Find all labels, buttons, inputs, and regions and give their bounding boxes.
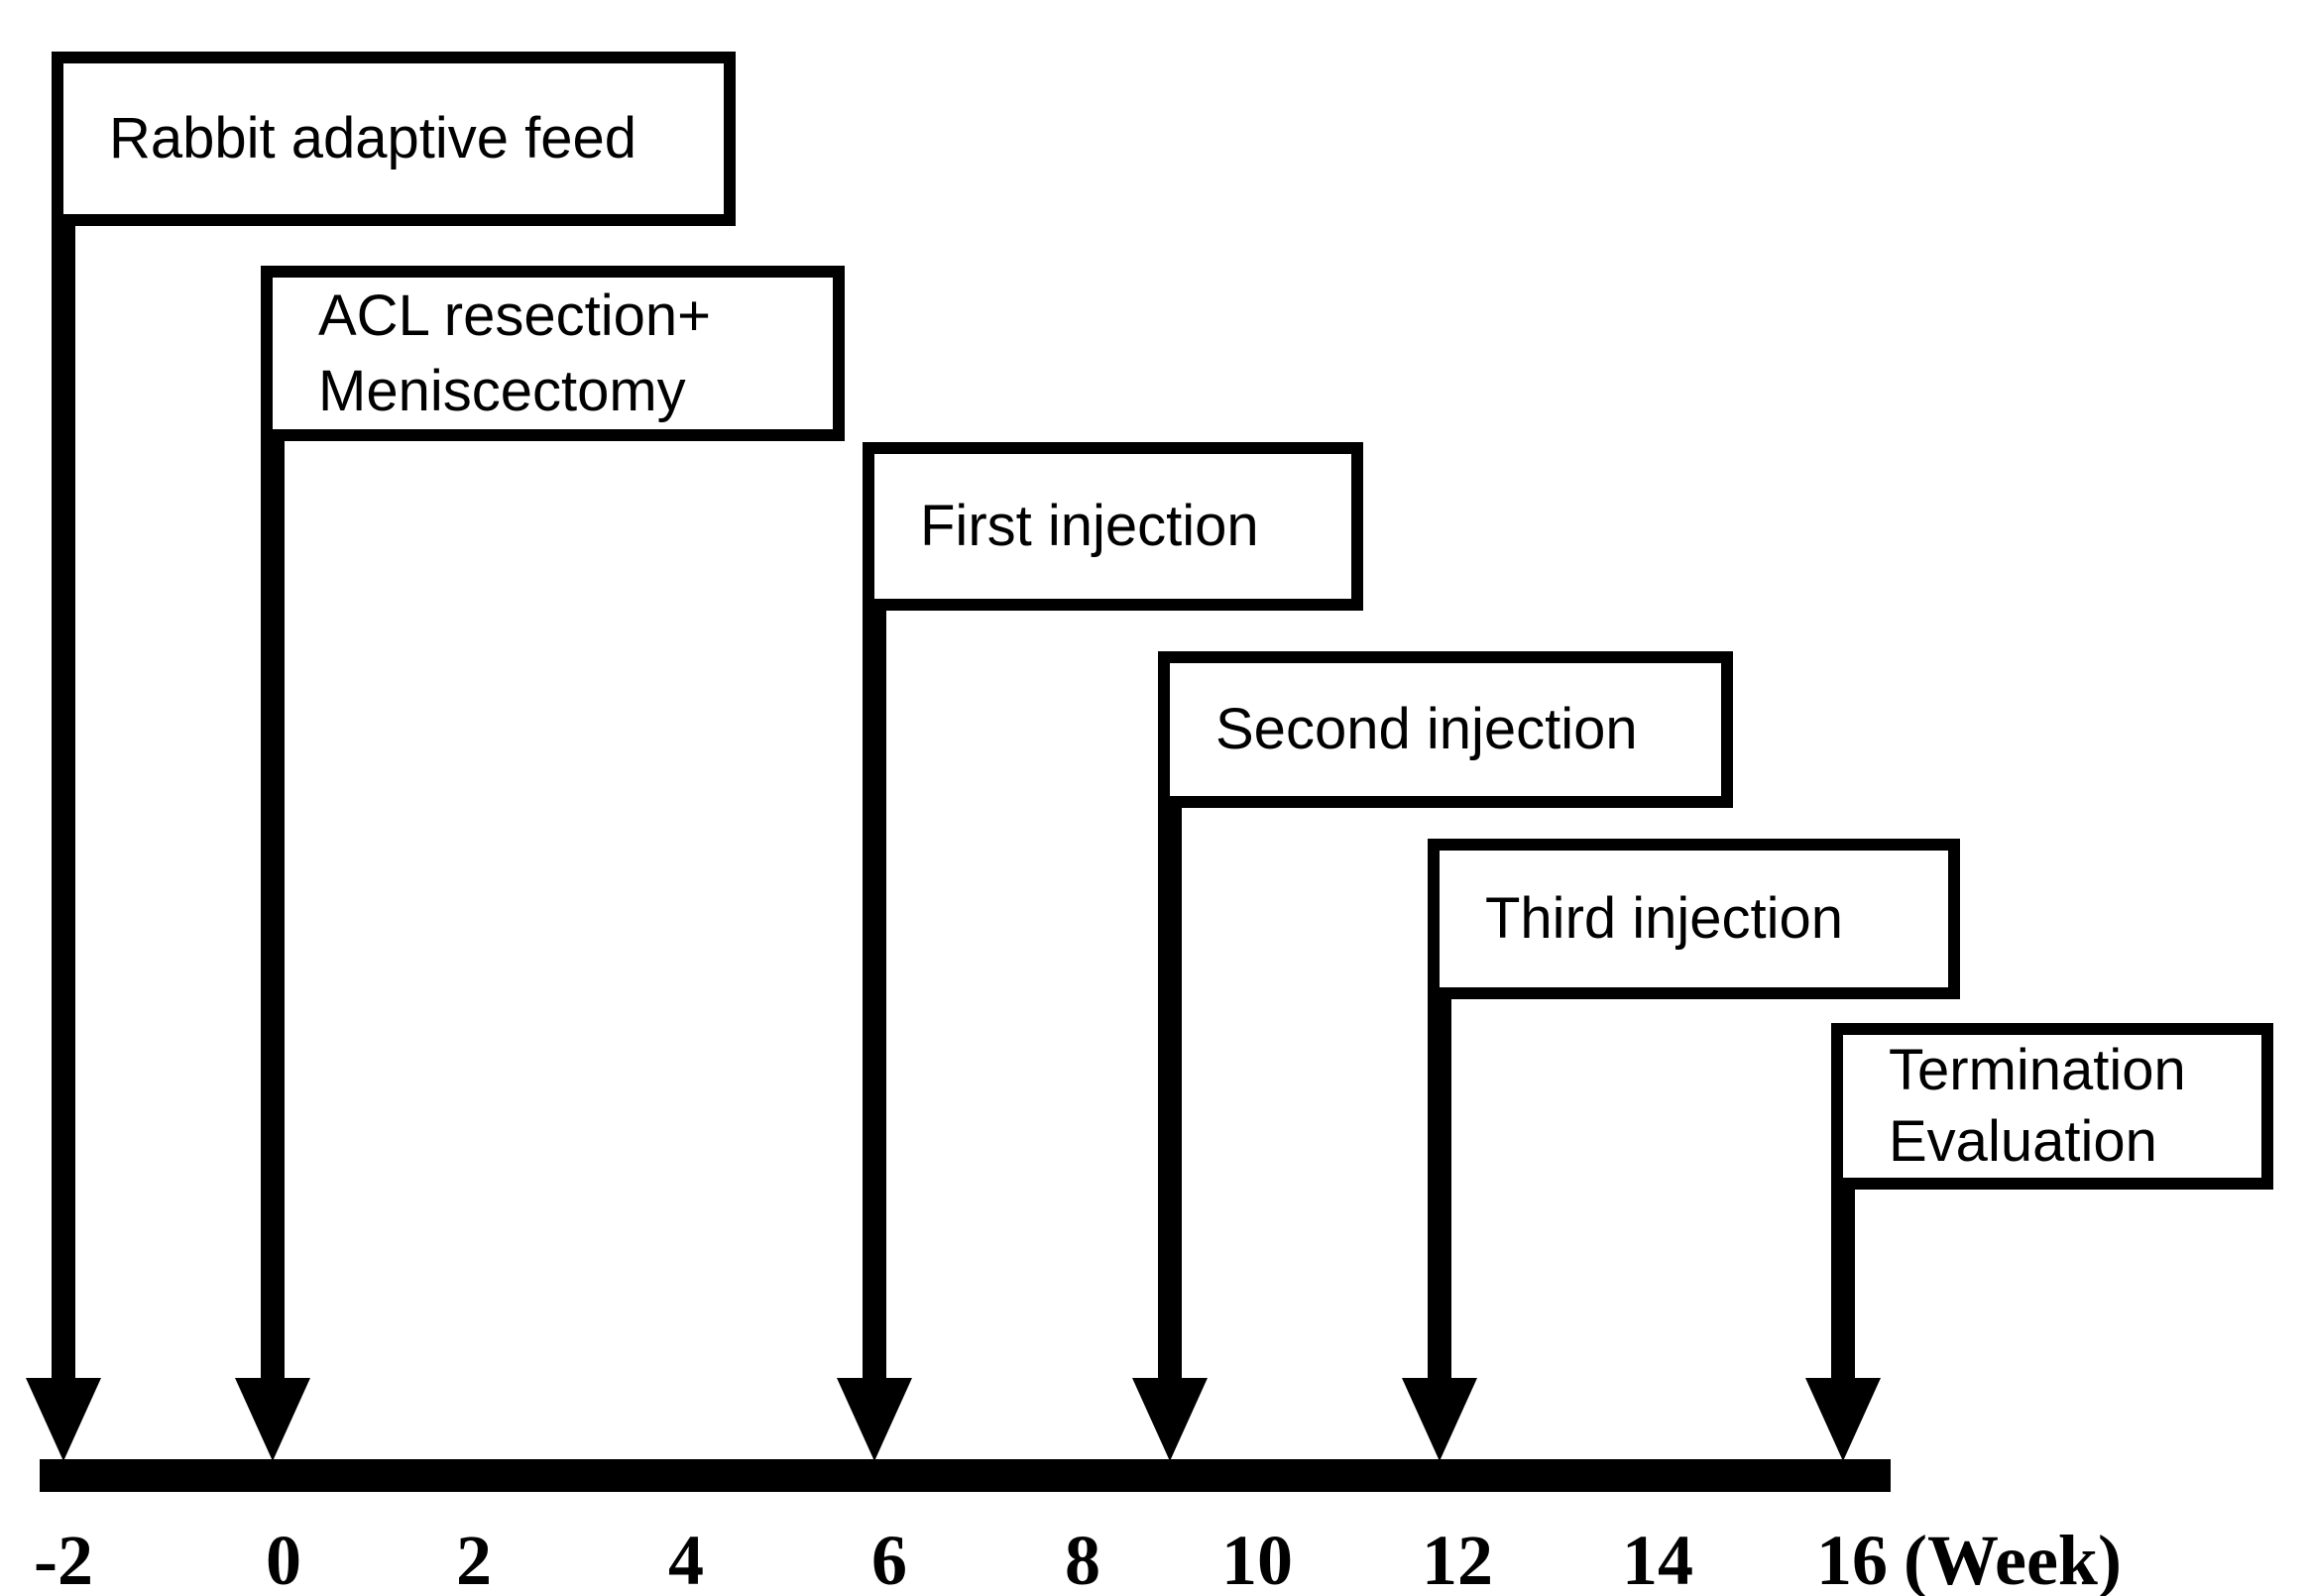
timeline-bar [40,1459,1891,1492]
axis-unit-label: (Week) [1904,1521,2122,1596]
axis-tick-label: 12 [1422,1521,1493,1596]
event-box-termination-evaluation: Termination Evaluation [1831,1023,2273,1190]
event-box-first-injection: First injection [863,442,1363,611]
event-box-acl-resection-meniscectomy: ACL resection+ Meniscectomy [261,266,845,441]
arrowhead-icon [1402,1378,1477,1461]
event-box-second-injection: Second injection [1158,651,1733,808]
arrow-shaft-week-6 [863,603,886,1400]
event-label: Meniscectomy [318,358,686,423]
axis-tick-label: 8 [1065,1521,1100,1596]
arrowhead-icon [1805,1378,1881,1461]
axis-tick-label: 6 [871,1521,907,1596]
event-label: ACL resection+ [318,283,712,348]
event-label: Rabbit adaptive feed [109,106,637,171]
arrowhead-icon [1132,1378,1208,1461]
arrow-shaft-week-9 [1158,801,1182,1400]
event-label: First injection [920,494,1259,558]
event-box-rabbit-adaptive-feed: Rabbit adaptive feed [52,52,736,226]
arrowhead-icon [235,1378,310,1461]
arrow-shaft-week-12 [1428,991,1451,1400]
axis-tick-label: 16 [1816,1521,1888,1596]
event-label: Evaluation [1889,1109,2157,1174]
axis-tick-label: 2 [456,1521,492,1596]
event-label: Second injection [1215,697,1638,761]
axis-tick-label: -2 [34,1521,93,1596]
axis-tick-label: 4 [668,1521,704,1596]
arrowhead-icon [837,1378,912,1461]
arrow-shaft-week--2 [52,218,75,1400]
event-label: Third injection [1485,886,1844,951]
arrow-shaft-week-16 [1831,1182,1855,1400]
arrow-shaft-week-0 [261,434,285,1400]
axis-tick-label: 0 [266,1521,301,1596]
arrowhead-icon [26,1378,101,1461]
event-box-third-injection: Third injection [1428,839,1960,999]
axis-tick-label: 14 [1622,1521,1693,1596]
axis-tick-label: 10 [1221,1521,1293,1596]
event-label: Termination [1889,1038,2186,1102]
